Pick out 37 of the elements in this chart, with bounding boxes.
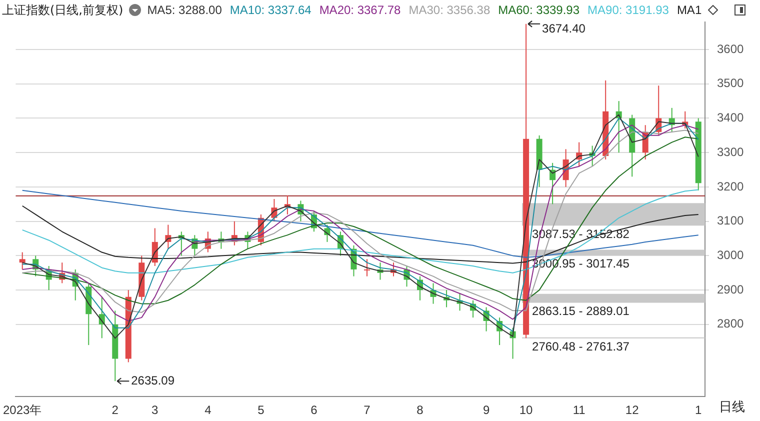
x-tick-label: 11 (572, 403, 586, 418)
text: MA1 (676, 3, 702, 17)
y-tick-label: 3100 (717, 214, 744, 228)
x-tick-label: 1 (695, 403, 702, 418)
x-tick-label: 2 (112, 403, 119, 418)
annotation: 2635.09 (131, 373, 175, 388)
x-tick-label: 3 (152, 403, 159, 418)
y-tick-label: 3300 (717, 144, 744, 159)
y-tick-label: 3500 (717, 76, 744, 90)
x-tick-label: 5 (258, 403, 265, 418)
y-tick-label: 2800 (717, 316, 744, 331)
x-tick-label: 8 (416, 403, 424, 418)
x-tick-label: 6 (310, 403, 318, 418)
y-tick-label: 3200 (717, 179, 744, 194)
band-label: 2863.15 - 2889.01 (532, 304, 630, 318)
text: MA60: 3339.93 (498, 3, 580, 17)
x-tick-label: 12 (625, 403, 640, 418)
x-tick-label: 4 (204, 403, 212, 418)
text: MA30: 3356.38 (408, 3, 490, 17)
x-tick-label: 2023年 (2, 403, 42, 418)
candlestick (19, 252, 26, 270)
text: MA5: 3288.00 (147, 3, 222, 17)
y-tick-label: 3600 (717, 42, 744, 56)
candlestick (364, 258, 370, 277)
text: MA20: 3367.78 (319, 3, 401, 17)
annotation: 3674.40 (542, 21, 586, 36)
text: MA10: 3337.64 (230, 3, 312, 17)
y-tick-label: 2900 (717, 282, 744, 296)
x-tick-label: 10 (519, 403, 534, 418)
chart-title: 上证指数(日线,前复权) (2, 2, 124, 18)
band-label: 2760.48 - 2761.37 (532, 339, 630, 354)
y-tick-label: 3400 (717, 110, 744, 125)
x-tick-label: 9 (482, 403, 490, 418)
y-tick-label: 3000 (717, 248, 744, 262)
x-axis-title: 日线 (719, 400, 745, 415)
x-tick-label: 7 (364, 403, 371, 418)
text: MA90: 3191.93 (588, 3, 669, 17)
